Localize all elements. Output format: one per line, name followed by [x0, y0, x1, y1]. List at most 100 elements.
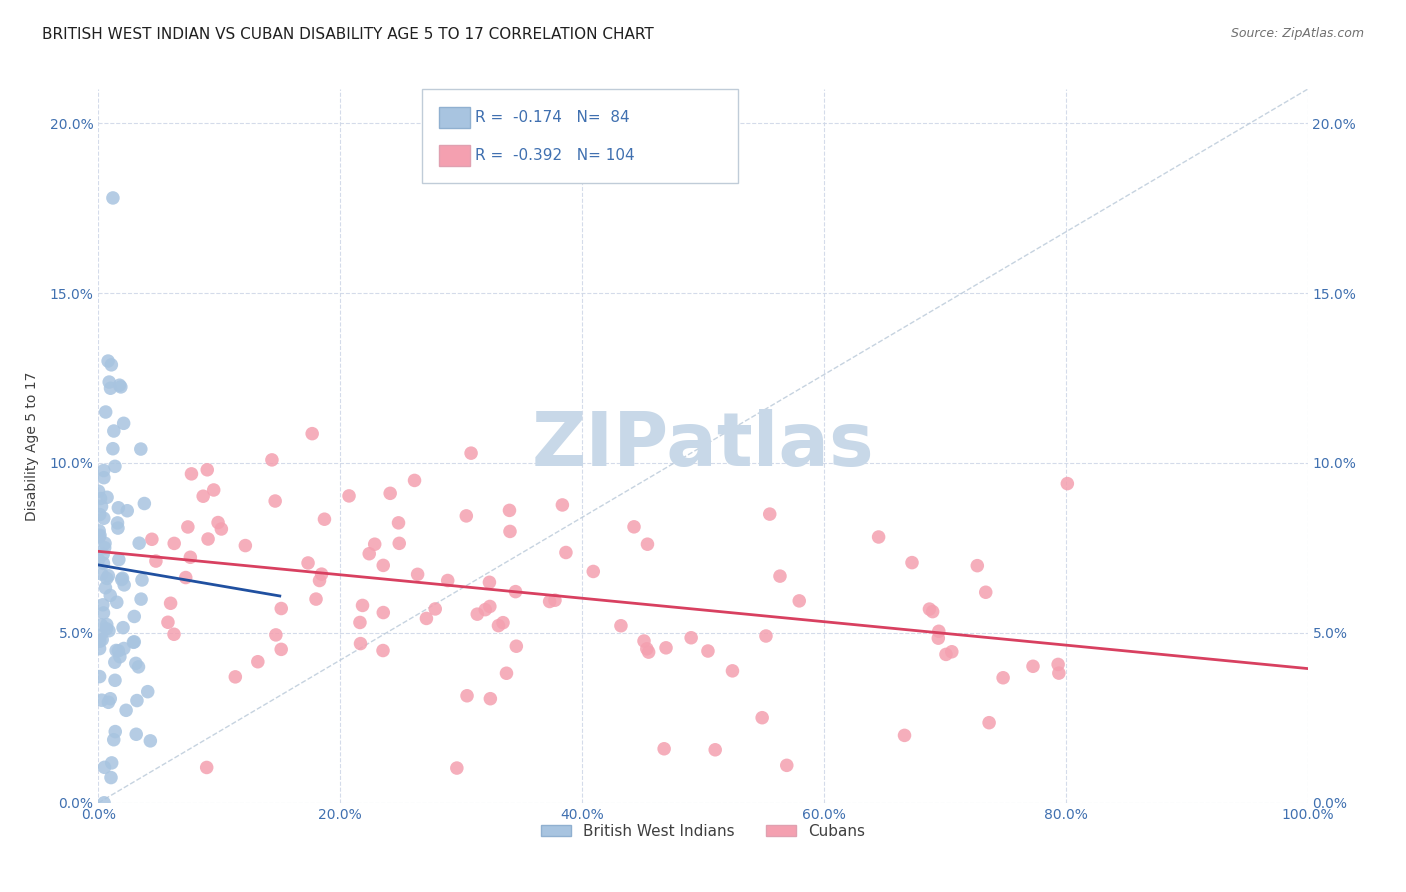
Point [260, 453, 283, 467]
Point [179, 550, 201, 565]
Point [637, 645, 659, 659]
Point [474, 602, 496, 616]
Point [128, 536, 150, 550]
Point [96, 571, 118, 585]
Point [505, 639, 527, 653]
Point [107, 500, 129, 515]
Point [311, 567, 333, 582]
Point [465, 607, 488, 622]
Point [966, 558, 988, 573]
Point [505, 584, 527, 599]
Point [159, 596, 181, 610]
Point [721, 664, 744, 678]
Point [776, 758, 799, 772]
Point [89, 508, 111, 522]
Point [224, 670, 246, 684]
Point [478, 599, 501, 614]
Point [425, 602, 447, 616]
Point [582, 565, 605, 579]
Point [495, 666, 517, 681]
Point [177, 520, 200, 534]
Point [94, 581, 117, 595]
Point [373, 606, 395, 620]
Point [352, 599, 374, 613]
Point [769, 569, 792, 583]
Point [270, 642, 292, 657]
Point [104, 655, 127, 669]
Point [974, 585, 997, 599]
Point [197, 532, 219, 546]
Point [1047, 666, 1070, 681]
Point [93, 760, 115, 774]
Point [89, 670, 111, 684]
Point [91, 632, 114, 647]
Point [136, 684, 159, 698]
Point [93, 471, 115, 485]
Point [97, 568, 120, 582]
Point [787, 594, 810, 608]
Point [456, 508, 478, 523]
Point [100, 358, 122, 372]
Point [87, 552, 110, 566]
Point [751, 711, 773, 725]
Point [145, 554, 167, 568]
Point [297, 556, 319, 570]
Point [1022, 659, 1045, 673]
Point [349, 615, 371, 630]
Point [655, 640, 678, 655]
Point [479, 691, 502, 706]
Point [681, 631, 703, 645]
Point [100, 381, 122, 395]
Point [202, 483, 225, 497]
Point [488, 618, 510, 632]
Point [637, 537, 659, 551]
Point [93, 796, 115, 810]
Point [112, 417, 135, 431]
Point [174, 570, 197, 584]
Point [89, 629, 111, 643]
Point [264, 628, 287, 642]
Point [97, 624, 120, 638]
Point [921, 605, 943, 619]
Point [90, 618, 112, 632]
Point [104, 459, 127, 474]
Point [122, 635, 145, 649]
Point [90, 491, 112, 506]
Point [128, 660, 150, 674]
Point [87, 484, 110, 499]
Point [89, 524, 111, 538]
Point [406, 567, 429, 582]
Point [436, 574, 458, 588]
Point [404, 474, 426, 488]
Point [498, 503, 520, 517]
Point [207, 516, 229, 530]
Point [492, 615, 515, 630]
Point [636, 641, 658, 656]
Point [90, 567, 112, 582]
Point [901, 556, 924, 570]
Point [129, 592, 152, 607]
Point [112, 641, 135, 656]
Point [270, 601, 292, 615]
Point [235, 539, 257, 553]
Point [101, 442, 124, 456]
Point [456, 689, 478, 703]
Point [977, 715, 1000, 730]
Point [107, 644, 129, 658]
Point [301, 426, 323, 441]
Point [111, 573, 134, 587]
Point [110, 380, 132, 394]
Legend: British West Indians, Cubans: British West Indians, Cubans [534, 818, 872, 845]
Point [108, 378, 131, 392]
Point [108, 649, 131, 664]
Point [156, 615, 179, 630]
Point [380, 486, 402, 500]
Point [308, 574, 330, 588]
Point [97, 354, 120, 368]
Text: ZIPatlas: ZIPatlas [531, 409, 875, 483]
Point [115, 703, 138, 717]
Point [446, 761, 468, 775]
Point [163, 627, 186, 641]
Point [96, 617, 118, 632]
Point [93, 463, 115, 477]
